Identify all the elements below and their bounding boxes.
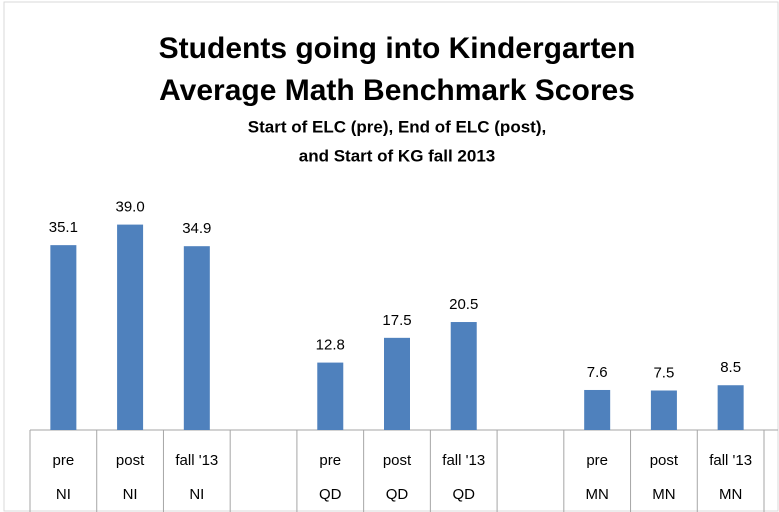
data-label: 7.5 bbox=[653, 364, 674, 381]
chart-frame bbox=[3, 1, 779, 512]
bar bbox=[50, 245, 77, 430]
group-label: MN bbox=[652, 486, 675, 503]
data-label: 34.9 bbox=[182, 220, 211, 237]
x-tick-label: fall '13 bbox=[175, 452, 218, 469]
bar bbox=[117, 224, 144, 430]
data-label: 35.1 bbox=[49, 219, 78, 236]
x-tick-label: pre bbox=[53, 452, 75, 469]
chart-subtitle: Start of ELC (pre), End of ELC (post), bbox=[248, 117, 546, 136]
group-label: QD bbox=[319, 486, 342, 503]
x-tick-label: post bbox=[383, 452, 412, 469]
chart-subtitle: and Start of KG fall 2013 bbox=[299, 146, 496, 165]
group-label: NI bbox=[123, 486, 138, 503]
data-label: 8.5 bbox=[720, 359, 741, 376]
bar bbox=[650, 390, 677, 430]
x-tick-label: post bbox=[650, 452, 679, 469]
bar bbox=[717, 385, 744, 430]
data-label: 12.8 bbox=[316, 337, 345, 354]
x-tick-label: pre bbox=[319, 452, 341, 469]
group-label: NI bbox=[189, 486, 204, 503]
data-label: 7.6 bbox=[587, 364, 608, 381]
bar bbox=[450, 322, 477, 430]
chart-title: Students going into Kindergarten bbox=[159, 32, 636, 65]
bar bbox=[183, 246, 210, 430]
x-tick-label: post bbox=[116, 452, 145, 469]
group-label: MN bbox=[586, 486, 609, 503]
group-label: NI bbox=[56, 486, 71, 503]
x-tick-label: fall '13 bbox=[709, 452, 752, 469]
x-tick-label: fall '13 bbox=[442, 452, 485, 469]
x-tick-label: pre bbox=[586, 452, 608, 469]
group-label: QD bbox=[452, 486, 475, 503]
data-label: 39.0 bbox=[115, 199, 144, 216]
bar bbox=[317, 362, 344, 430]
bar bbox=[384, 337, 410, 430]
data-label: 20.5 bbox=[449, 296, 478, 313]
data-label: 17.5 bbox=[382, 312, 411, 329]
group-label: MN bbox=[719, 486, 742, 503]
group-label: QD bbox=[386, 486, 409, 503]
chart-title: Average Math Benchmark Scores bbox=[159, 74, 635, 107]
bar bbox=[584, 389, 611, 430]
